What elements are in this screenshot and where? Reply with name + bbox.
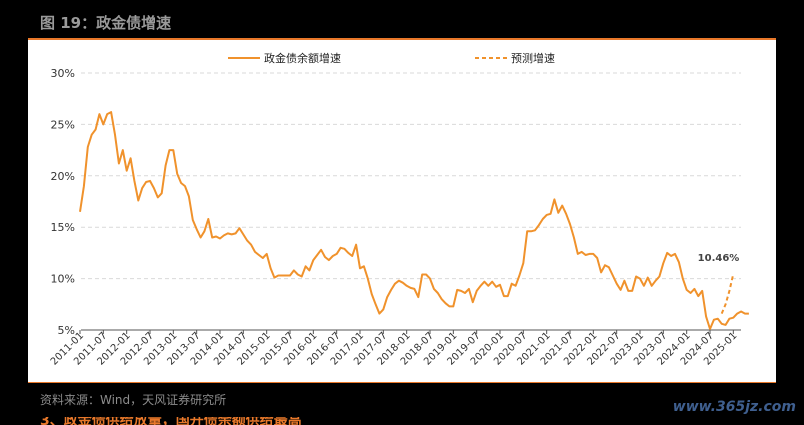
watermark: www.365jz.com: [672, 399, 796, 415]
bottom-rule: [28, 382, 776, 383]
title-rule: [28, 38, 776, 40]
line-chart: 5% 10% 15% 20% 25% 30% 2011-012011-072012-012…: [49, 51, 749, 368]
figure-title: 图 19：政金债增速: [40, 14, 172, 32]
forecast-value-label: 10.46%: [698, 253, 740, 264]
y-tick-label: 15%: [51, 221, 75, 234]
figure-header: 图 19：政金债增速: [0, 0, 804, 40]
x-axis: [79, 329, 741, 334]
series-line-actual: [79, 111, 749, 330]
x-axis-tick-labels: 2011-012011-072012-012012-072013-012013-…: [49, 330, 740, 367]
gridlines: [81, 72, 741, 280]
source-note: 资料来源：Wind，天风证券研究所: [40, 393, 227, 407]
legend: 政金债余额增速 预测增速: [228, 51, 555, 65]
next-section-heading: 3、政金债供给放量，国开债余额供给最高: [40, 417, 302, 425]
y-tick-label: 5%: [58, 324, 75, 337]
series-line-forecast: [720, 273, 735, 314]
legend-label-forecast: 预测增速: [511, 51, 555, 65]
chart-area: 5% 10% 15% 20% 25% 30% 2011-01 2011-07 2012-01 2…: [28, 40, 776, 382]
y-axis-tick-labels: 5% 10% 15% 20% 25% 30%: [51, 67, 75, 337]
series-lines: [79, 111, 749, 330]
y-tick-label: 25%: [51, 118, 75, 131]
y-tick-label: 10%: [51, 273, 75, 286]
legend-label-actual: 政金债余额增速: [264, 51, 341, 65]
y-tick-label: 20%: [51, 170, 75, 183]
y-tick-label: 30%: [51, 67, 75, 80]
next-heading-clip: 3、政金债供给放量，国开债余额供给最高: [40, 417, 380, 425]
